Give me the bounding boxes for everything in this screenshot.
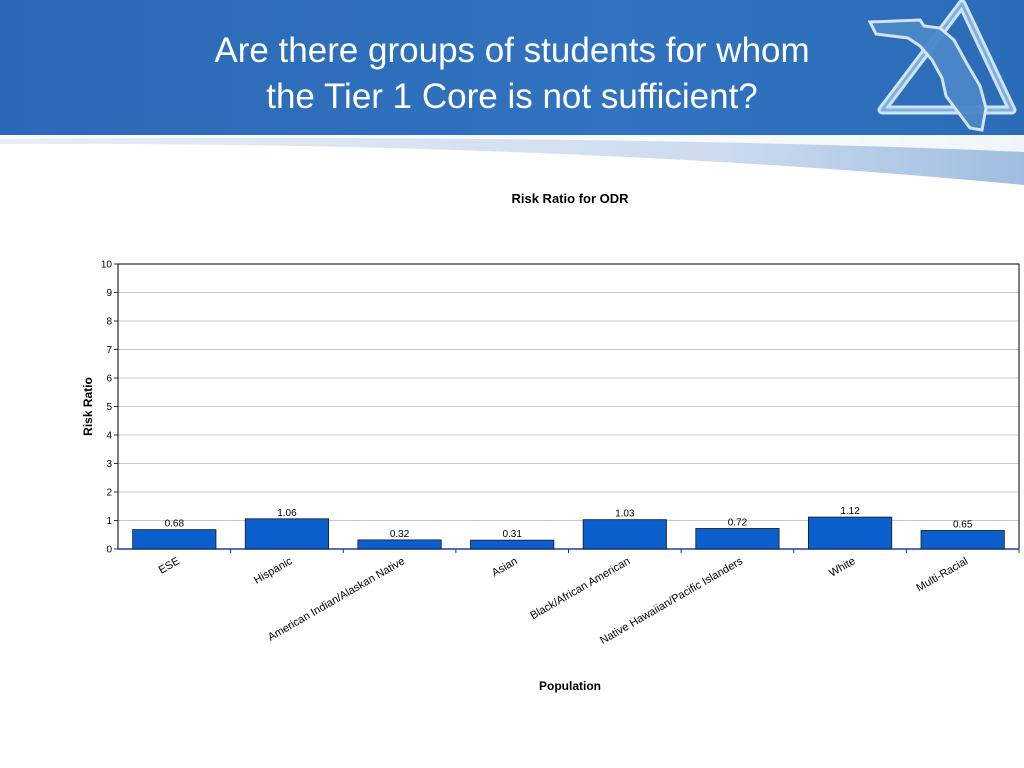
y-tick-label: 4: [106, 431, 112, 442]
bar-value-label: 0.72: [728, 517, 748, 528]
header-banner: [0, 0, 1024, 185]
y-tick-label: 0: [106, 545, 112, 556]
y-tick-label: 1: [106, 516, 112, 527]
bar: [244, 518, 330, 550]
x-category-label: Asian: [490, 555, 520, 579]
x-category-label: Multi-Racial: [914, 555, 970, 594]
slide-title-line-1: Are there groups of students for whom: [214, 31, 810, 70]
bar: [695, 528, 780, 550]
slide-title-line-2: the Tier 1 Core is not sufficient?: [266, 77, 758, 116]
bar: [357, 539, 442, 550]
bar: [920, 530, 1005, 550]
slide-title: Are there groups of students for whom th…: [0, 28, 1024, 120]
x-category-label: Black/African American: [528, 555, 632, 622]
y-tick-label: 3: [106, 459, 112, 470]
y-tick-label: 6: [106, 374, 112, 385]
x-axis-title: Population: [539, 679, 601, 693]
florida-triangle-logo-icon: [867, 0, 1017, 132]
bar: [470, 539, 555, 550]
y-tick-label: 2: [106, 488, 112, 499]
y-tick-label: 8: [106, 317, 112, 328]
x-category-label: Hispanic: [252, 555, 295, 587]
bar-value-label: 0.32: [390, 529, 410, 540]
bar-value-label: 0.31: [502, 529, 522, 540]
x-category-label: White: [827, 555, 857, 579]
y-axis-title: Risk Ratio: [81, 377, 95, 436]
y-tick-label: 10: [101, 260, 113, 271]
plot-area: 0123456789100.68ESE1.06Hispanic0.32Ameri…: [101, 260, 1020, 647]
bar: [132, 529, 217, 550]
bar-value-label: 1.12: [840, 506, 860, 517]
y-tick-label: 7: [106, 345, 112, 356]
bar-value-label: 1.06: [277, 508, 297, 519]
chart-title: Risk Ratio for ODR: [511, 191, 629, 206]
y-tick-label: 5: [106, 402, 112, 413]
y-tick-label: 9: [106, 288, 112, 299]
bar: [582, 519, 667, 550]
bar: [807, 516, 893, 550]
bar-value-label: 0.68: [165, 519, 185, 530]
bar-value-label: 1.03: [615, 509, 635, 520]
bar-value-label: 0.65: [953, 519, 973, 530]
x-category-label: ESE: [157, 555, 182, 576]
slide-header: [0, 0, 1024, 190]
risk-ratio-bar-chart: Risk Ratio for ODR Risk Ratio Population…: [81, 191, 1020, 693]
